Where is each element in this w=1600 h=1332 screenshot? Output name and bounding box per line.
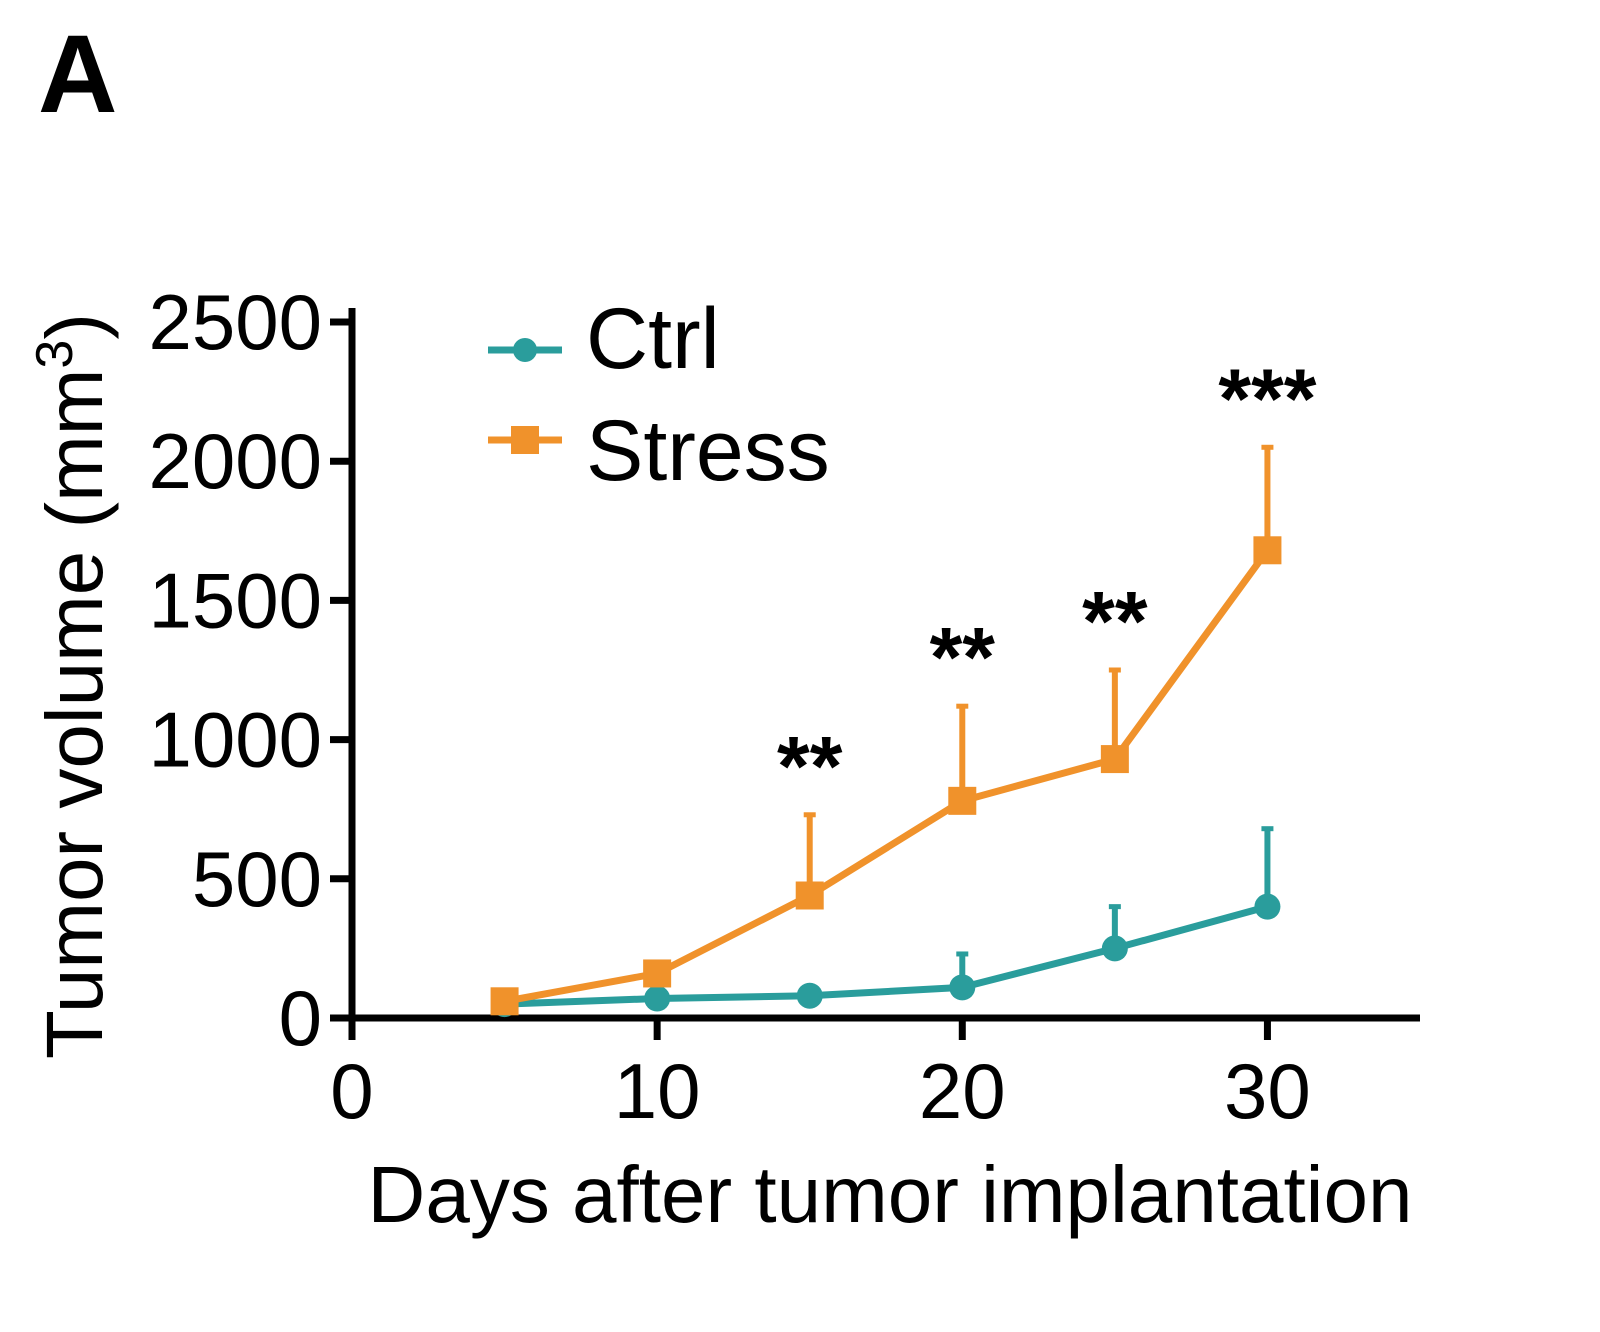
series-ctrl (491, 826, 1281, 1018)
legend-ctrl-marker (513, 338, 537, 362)
data-point-stress (948, 786, 977, 815)
panel-label: A (38, 13, 117, 136)
y-tick-label: 1500 (148, 556, 322, 644)
ticks: 0 500 1000 1500 2000 2500 0 10 20 30 (148, 278, 1310, 1135)
y-tick-label: 0 (279, 974, 322, 1062)
data-point-ctrl (1101, 935, 1128, 962)
y-tick-label: 2000 (148, 417, 322, 505)
series-line-stress (503, 548, 1271, 1005)
legend-stress-marker (511, 426, 539, 454)
data-point-ctrl (949, 974, 976, 1001)
y-tick-label: 2500 (148, 278, 322, 366)
annotation-layer: **** ***** (777, 351, 1317, 812)
x-tick-label: 0 (330, 1047, 373, 1135)
data-point-stress (490, 987, 519, 1016)
series-stress (490, 444, 1282, 1016)
y-axis-label-superscript: 3 (26, 340, 84, 369)
x-tick-label: 20 (919, 1047, 1006, 1135)
data-point-stress (1100, 745, 1129, 774)
legend-ctrl-label: Ctrl (586, 291, 720, 387)
significance-label: *** (1218, 351, 1316, 445)
axes (348, 308, 1420, 1022)
data-point-stress (795, 881, 824, 910)
x-axis-label: Days after tumor implantation (368, 1150, 1413, 1239)
series-line-ctrl (504, 903, 1269, 1008)
data-point-ctrl (1254, 893, 1281, 920)
significance-label: ** (777, 719, 843, 813)
data-point-ctrl (796, 982, 823, 1009)
significance-label: ** (930, 610, 996, 704)
significance-label: ** (1082, 574, 1148, 668)
y-tick-label: 1000 (148, 696, 322, 784)
legend-item-stress: Stress (488, 403, 830, 499)
y-tick-label: 500 (192, 835, 322, 923)
legend-stress-label: Stress (586, 403, 830, 499)
data-point-stress (643, 959, 672, 988)
data-point-stress (1253, 536, 1282, 565)
x-tick-label: 30 (1224, 1047, 1311, 1135)
y-axis-label: Tumor volume (mm3) (26, 313, 119, 1059)
data-point-ctrl (644, 985, 671, 1012)
series-layer (490, 444, 1282, 1018)
x-tick-label: 10 (614, 1047, 701, 1135)
y-axis-label-main: Tumor volume (mm (30, 369, 119, 1059)
legend: Ctrl Stress (488, 291, 830, 499)
legend-item-ctrl: Ctrl (488, 291, 720, 387)
y-axis-label-close: ) (30, 313, 119, 340)
